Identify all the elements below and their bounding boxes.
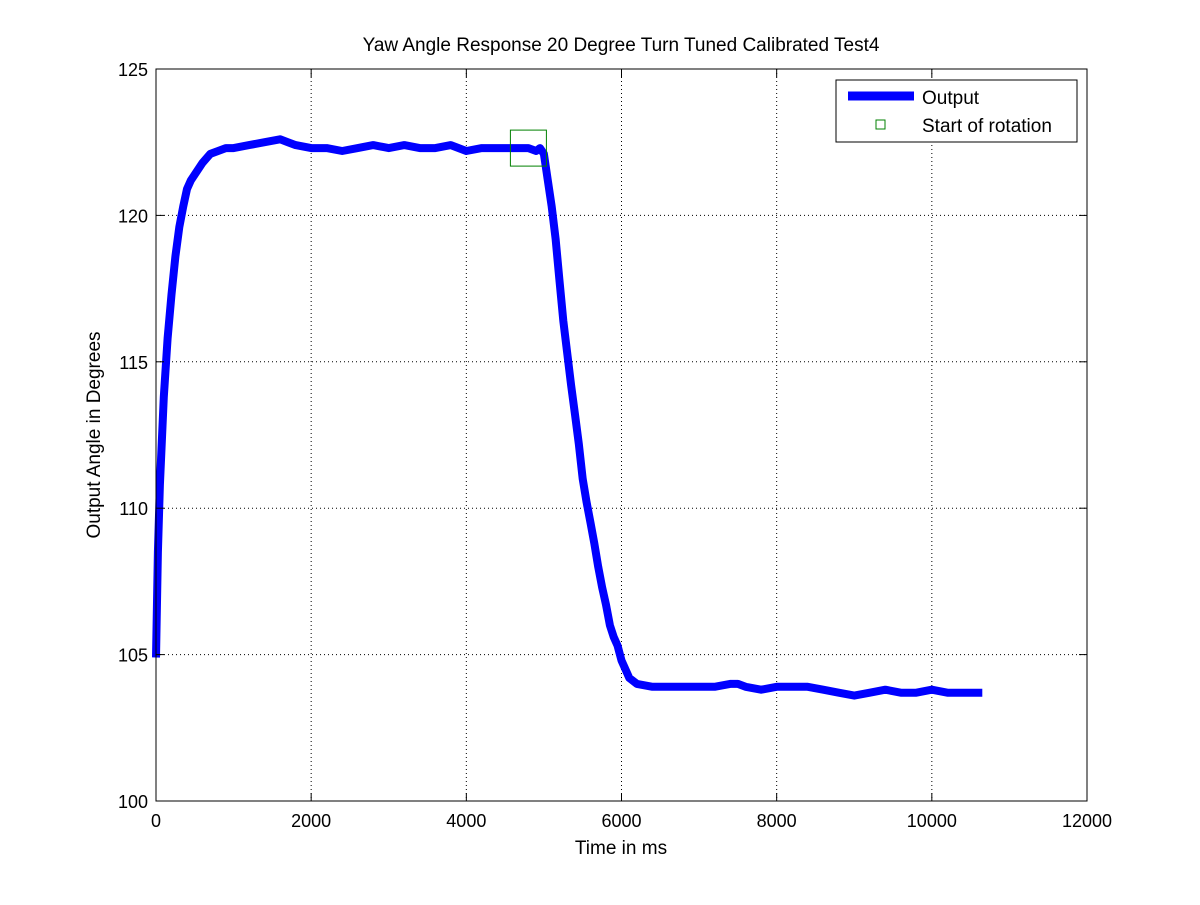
start-of-rotation-marker [509, 129, 547, 167]
x-tick-label: 4000 [446, 811, 486, 831]
output-series-line [152, 135, 983, 700]
plot-area [156, 69, 1087, 801]
legend-start-marker [875, 119, 886, 130]
y-tick-label: 125 [118, 60, 148, 80]
y-tick-label: 115 [119, 353, 148, 373]
chart-title: Yaw Angle Response 20 Degree Turn Tuned … [363, 35, 880, 56]
y-tick-label: 105 [118, 646, 148, 666]
y-tick-label: 110 [119, 499, 148, 519]
y-axis-label: Output Angle in Degrees [84, 331, 105, 538]
legend-start-label: Start of rotation [922, 116, 1052, 137]
legend: Output Start of rotation [835, 79, 1078, 143]
x-tick-label: 0 [151, 811, 161, 831]
y-tick-label: 100 [118, 792, 148, 812]
x-tick-label: 2000 [291, 811, 331, 831]
x-tick-label: 10000 [907, 811, 957, 831]
ticks: 0 2000 4000 6000 8000 10000 12000 100 105 110 115 1… [118, 60, 1112, 831]
legend-output-label: Output [922, 88, 980, 109]
data-layer [152, 129, 983, 700]
x-tick-label: 6000 [601, 811, 641, 831]
y-tick-label: 120 [118, 206, 148, 226]
x-axis-label: Time in ms [575, 838, 667, 859]
legend-box [835, 79, 1078, 143]
x-tick-label: 8000 [757, 811, 797, 831]
x-tick-label: 12000 [1062, 811, 1112, 831]
